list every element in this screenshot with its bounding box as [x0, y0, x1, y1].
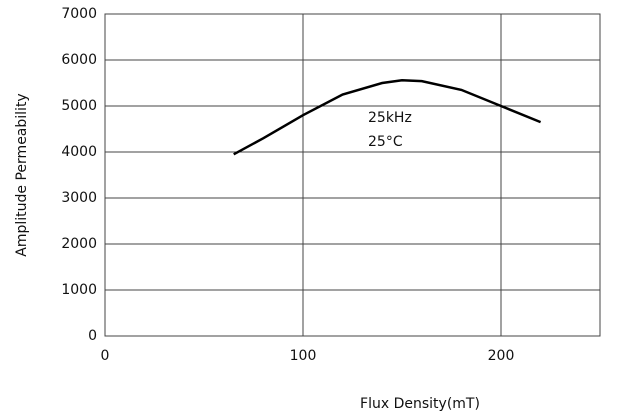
annotation: 25kHz [368, 110, 412, 126]
y-tick-label: 0 [88, 328, 97, 344]
y-tick-label: 6000 [61, 52, 97, 68]
y-tick-label: 4000 [61, 144, 97, 160]
y-tick-label: 1000 [61, 282, 97, 298]
y-tick-label: 3000 [61, 190, 97, 206]
y-axis-label: Amplitude Permeability [14, 93, 30, 256]
data-line [233, 78, 542, 156]
y-tick-label: 2000 [61, 236, 97, 252]
y-tick-label: 5000 [61, 98, 97, 114]
plot-frame [104, 13, 601, 337]
annotation: 25°C [368, 134, 403, 150]
x-tick-label: 200 [488, 348, 515, 364]
x-axis-label: Flux Density(mT) [360, 396, 480, 412]
x-tick-label: 100 [290, 348, 317, 364]
x-tick-label: 0 [101, 348, 110, 364]
y-tick-label: 7000 [61, 6, 97, 22]
